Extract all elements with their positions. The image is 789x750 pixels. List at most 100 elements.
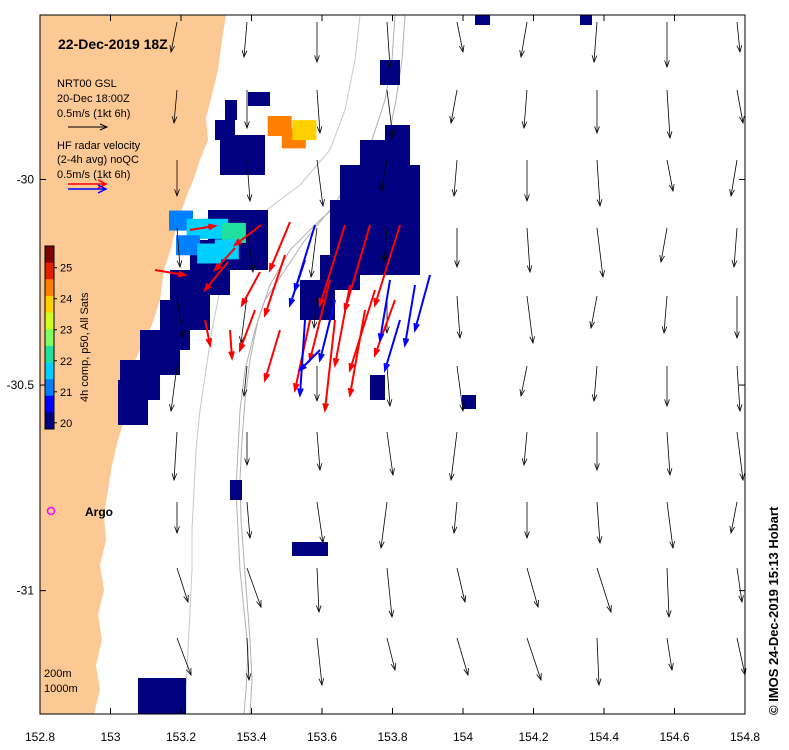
- model-arrow: [736, 21, 743, 54]
- hf-radar-arrow-red: [154, 269, 188, 278]
- model-arrow: [521, 89, 528, 130]
- model-arrow: [314, 366, 320, 403]
- sst-pixel: [292, 120, 317, 141]
- sst-masked-cell: [248, 92, 270, 106]
- model-arrow: [736, 89, 745, 125]
- credit-text: © IMOS 24-Dec-2019 15:13 Hobart: [766, 506, 781, 715]
- model-arrow: [519, 365, 528, 398]
- hf-radar-arrow-blue: [383, 319, 401, 373]
- model-arrow: [594, 90, 600, 135]
- sst-pixel: [221, 222, 246, 243]
- sst-masked-cell: [475, 15, 490, 25]
- colorbar-segment: [45, 379, 54, 397]
- hf-radar-arrow-red: [204, 319, 213, 348]
- model-arrow: [661, 295, 668, 335]
- hf-radar-arrow-red: [213, 247, 236, 273]
- model-arrow: [386, 567, 395, 619]
- hf-radar-arrow-red: [263, 329, 281, 383]
- model-arrow: [591, 365, 598, 403]
- argo-label: Argo: [85, 505, 113, 519]
- hf-radar-arrow-red: [332, 284, 351, 368]
- y-tick-label: -31: [17, 584, 35, 598]
- model-arrow: [176, 567, 189, 604]
- colorbar-tick-label: 21: [60, 387, 72, 399]
- hf-radar-arrow-red: [373, 299, 396, 358]
- model-arrow: [526, 227, 533, 274]
- x-tick-label: 154.6: [659, 730, 689, 744]
- hf-radar-arrow-red: [240, 271, 261, 308]
- colorbar-label: 4h comp, p50, All Sats: [79, 292, 91, 402]
- depth-legend-1000m: 1000m: [44, 683, 78, 695]
- sst-masked-cell: [350, 230, 368, 260]
- model-arrow: [456, 295, 463, 340]
- x-tick-label: 154.4: [589, 730, 619, 744]
- radar-legend-arrow: [68, 179, 108, 194]
- model-arrow: [589, 295, 598, 330]
- model-arrow: [316, 431, 323, 472]
- colorbar-segment: [45, 262, 54, 280]
- model-arrow: [176, 637, 192, 677]
- hf-radar-arrow-blue: [413, 274, 431, 333]
- colorbar-segment: [45, 362, 54, 380]
- model-arrow: [244, 90, 250, 130]
- model-arrow: [456, 567, 467, 604]
- model-arrow: [246, 501, 253, 540]
- model-arrow: [246, 567, 262, 609]
- model-arrow: [316, 501, 325, 545]
- model-legend-line1: NRT00 GSL: [57, 78, 117, 90]
- x-tick-label: 152.8: [25, 730, 55, 744]
- colorbar-segment: [45, 345, 54, 363]
- model-arrow: [176, 295, 185, 340]
- model-legend-line3: 0.5m/s (1kt 6h): [57, 108, 130, 120]
- radar-legend-line3: 0.5m/s (1kt 6h): [57, 169, 130, 181]
- model-arrow: [665, 567, 672, 619]
- model-arrow: [449, 89, 458, 125]
- hf-radar-arrow-blue: [288, 259, 306, 308]
- model-velocity-arrows: [169, 21, 747, 687]
- sst-masked-cell: [220, 135, 265, 175]
- model-arrow: [736, 431, 745, 482]
- model-arrow: [729, 159, 738, 198]
- hf-radar-arrow-red: [263, 254, 286, 318]
- argo-float-marker: [46, 506, 56, 516]
- colorbar-segment: [45, 295, 54, 314]
- hf-radar-arrow-blue: [297, 319, 306, 398]
- model-arrow: [524, 160, 530, 203]
- model-arrow: [174, 160, 180, 198]
- sst-masked-cell: [225, 100, 237, 120]
- sst-masked-cell: [320, 255, 335, 280]
- sst-colorbar: 20 21 22 23 24 25: [44, 245, 72, 430]
- model-arrow: [666, 89, 673, 140]
- model-arrow: [315, 567, 322, 614]
- hf-radar-arrow-red: [318, 224, 346, 308]
- model-arrow: [244, 432, 250, 467]
- model-arrow: [316, 89, 323, 135]
- hf-radar-arrow-red: [238, 309, 256, 353]
- y-tick-label: -30.5: [7, 378, 35, 392]
- model-arrow: [451, 159, 458, 198]
- colorbar-frame: [44, 245, 55, 430]
- colorbar-segment: [45, 395, 54, 413]
- model-arrow: [386, 365, 393, 408]
- model-arrow: [451, 501, 458, 535]
- model-arrow: [596, 227, 605, 279]
- model-arrow: [171, 431, 178, 482]
- model-arrow: [524, 502, 530, 540]
- hf-radar-arrow-red: [268, 221, 291, 273]
- model-arrow: [594, 432, 600, 472]
- x-tick-label: 153.2: [166, 730, 196, 744]
- x-tick-label: 154: [453, 730, 473, 744]
- model-arrow: [736, 365, 743, 413]
- model-arrow: [386, 89, 395, 140]
- model-arrow: [169, 21, 178, 54]
- model-arrow: [596, 501, 603, 545]
- depth-legend-200m: 200m: [44, 668, 72, 680]
- hf-radar-arrow-blue: [377, 279, 391, 343]
- hf-radar-arrow-red: [347, 309, 366, 398]
- sst-masked-cell: [380, 60, 400, 85]
- sst-masked-cell: [360, 140, 410, 180]
- x-axis: 152.8 153 153.2 153.4 153.6 153.8 154 154.2 154.…: [25, 15, 760, 744]
- sst-masked-cell: [160, 705, 180, 714]
- sst-masked-cell: [385, 125, 410, 145]
